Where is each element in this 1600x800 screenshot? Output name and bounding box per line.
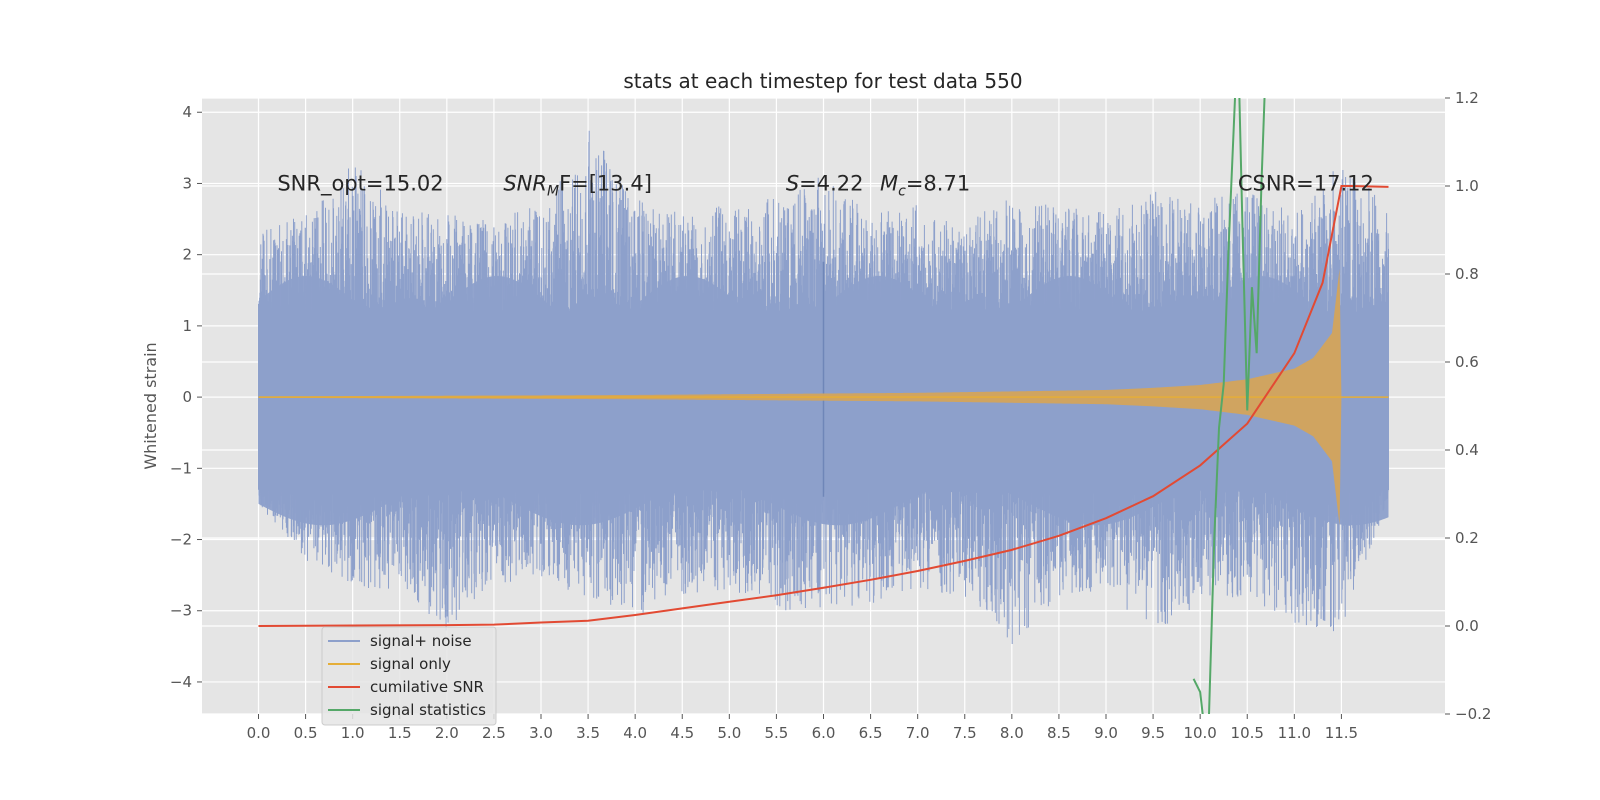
y2-tick-label-2: 0.2 <box>1455 529 1479 547</box>
annotation-s-value: S=4.22 <box>786 171 864 195</box>
x-tick-label-18: 9.0 <box>1094 724 1118 742</box>
annotation-s-value-main: S <box>786 171 799 195</box>
legend-label-3: signal statistics <box>370 701 486 719</box>
annotation-snr-mf-rest: F=[13.4] <box>559 171 652 195</box>
x-tick-label-17: 8.5 <box>1047 724 1071 742</box>
x-tick-label-19: 9.5 <box>1141 724 1165 742</box>
annotation-snr-opt-main: SNR_opt=15.02 <box>277 171 443 196</box>
x-tick-label-1: 0.5 <box>294 724 318 742</box>
y-tick-label-7: 3 <box>182 174 192 192</box>
annotation-mc-value: Mc=8.71 <box>880 171 970 199</box>
y-tick-label-1: −3 <box>170 602 192 620</box>
legend-label-0: signal+ noise <box>370 632 472 650</box>
x-tick-label-20: 10.0 <box>1183 724 1216 742</box>
legend-box <box>321 626 497 726</box>
y2-axis-ticks: −0.2 0.0 0.2 0.4 0.6 0.8 1.0 1.2 <box>1445 89 1491 723</box>
annotation-csnr-main: CSNR=17.12 <box>1238 171 1374 195</box>
annotation-s-value-rest: =4.22 <box>799 171 863 195</box>
cumulative-snr-line <box>258 185 1389 627</box>
y-tick-label-4: 0 <box>182 388 192 406</box>
y2-tick-label-3: 0.4 <box>1455 441 1479 459</box>
chart-title: stats at each timestep for test data 550 <box>623 69 1022 93</box>
series-signal-statistics <box>1192 98 1266 714</box>
x-tick-label-22: 11.0 <box>1278 724 1311 742</box>
series-cumulative-snr <box>258 185 1389 627</box>
x-tick-label-8: 4.0 <box>623 724 647 742</box>
legend-label-2: cumilative SNR <box>370 678 484 696</box>
y2-tick-label-7: 1.2 <box>1455 89 1479 107</box>
annotation-mc-value-sub: c <box>898 183 906 199</box>
annotation-snr-opt: SNR_opt=15.02 <box>277 171 443 196</box>
y-tick-label-2: −2 <box>170 531 192 549</box>
x-tick-label-16: 8.0 <box>1000 724 1024 742</box>
x-tick-label-3: 1.5 <box>388 724 412 742</box>
x-tick-label-12: 6.0 <box>812 724 836 742</box>
y-axis-label: Whitened strain <box>141 342 160 469</box>
y2-tick-label-6: 1.0 <box>1455 177 1479 195</box>
x-tick-label-13: 6.5 <box>859 724 883 742</box>
y-axis-ticks: −4 −3 −2 −1 0 1 2 3 4 <box>170 103 202 691</box>
x-tick-label-15: 7.5 <box>953 724 977 742</box>
x-tick-label-2: 1.0 <box>341 724 365 742</box>
y-tick-label-6: 2 <box>182 246 192 264</box>
x-tick-label-11: 5.5 <box>764 724 788 742</box>
annotation-snr-mf-sub: M <box>547 183 559 199</box>
x-tick-label-7: 3.5 <box>576 724 600 742</box>
x-tick-label-6: 3.0 <box>529 724 553 742</box>
annotation-mc-value-main: M <box>880 171 898 195</box>
annotation-snr-mf: SNRMF=[13.4] <box>503 171 652 199</box>
y2-tick-label-0: −0.2 <box>1455 705 1491 723</box>
x-tick-label-23: 11.5 <box>1325 724 1358 742</box>
annotations: SNR_opt=15.02 SNRMF=[13.4] S=4.22 Mc=8.71 CS… <box>277 171 1374 199</box>
x-tick-label-5: 2.5 <box>482 724 506 742</box>
x-tick-label-14: 7.0 <box>906 724 930 742</box>
y2-tick-label-4: 0.6 <box>1455 353 1479 371</box>
y-tick-label-8: 4 <box>182 103 192 121</box>
y-tick-label-5: 1 <box>182 317 192 335</box>
y2-tick-label-1: 0.0 <box>1455 617 1479 635</box>
series-signal-only <box>258 268 1389 526</box>
y2-tick-label-5: 0.8 <box>1455 265 1479 283</box>
y-tick-label-0: −4 <box>170 673 192 691</box>
annotation-csnr: CSNR=17.12 <box>1238 171 1374 195</box>
x-tick-label-9: 4.5 <box>670 724 694 742</box>
y-tick-label-3: −1 <box>170 459 192 477</box>
annotation-snr-mf-main: SNR <box>503 171 547 195</box>
legend: signal+ noise signal only cumilative SNR si… <box>321 626 497 726</box>
signal-statistics-line <box>1192 98 1266 714</box>
x-tick-label-4: 2.0 <box>435 724 459 742</box>
x-axis-ticks: 0.0 0.5 1.0 1.5 2.0 2.5 3.0 3.5 4.0 4.5 5.0 5.5 6.0 6… <box>247 714 1358 742</box>
legend-label-1: signal only <box>370 655 451 673</box>
annotation-mc-value-rest: =8.71 <box>906 171 970 195</box>
x-tick-label-21: 10.5 <box>1231 724 1264 742</box>
x-tick-label-10: 5.0 <box>717 724 741 742</box>
x-tick-label-0: 0.0 <box>247 724 271 742</box>
